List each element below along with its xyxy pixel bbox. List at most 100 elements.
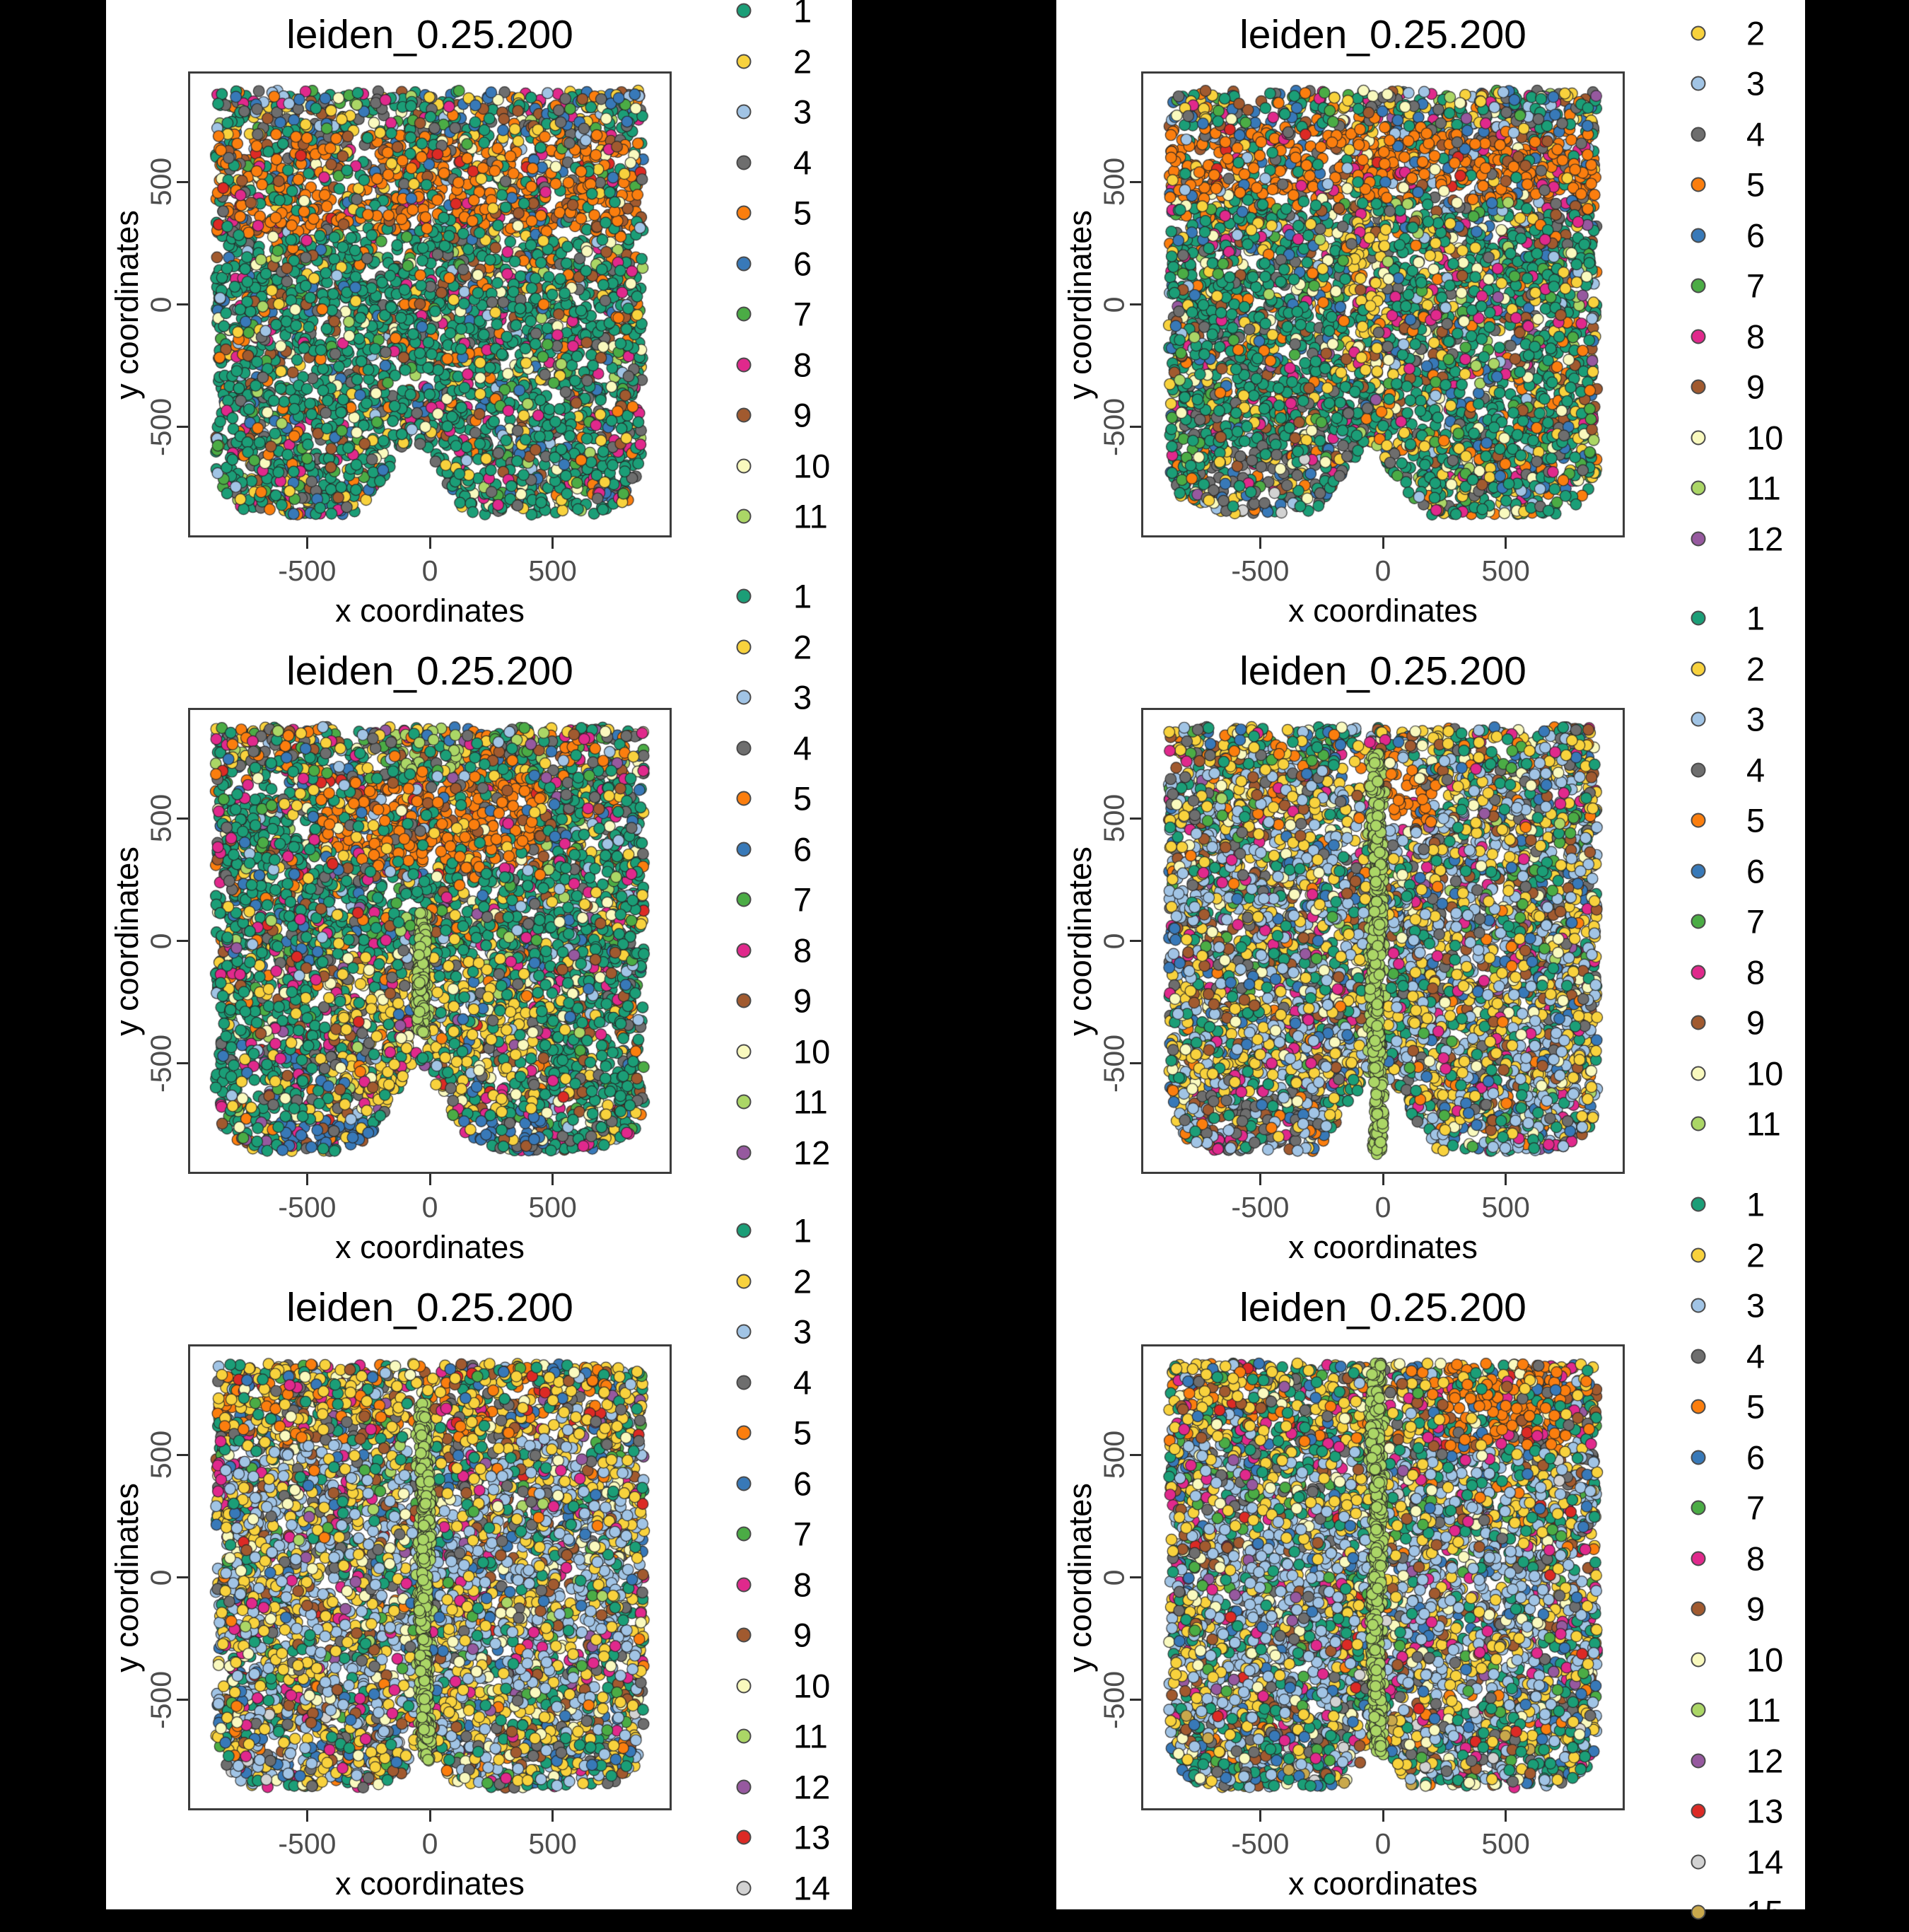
legend-entry-label-cluster-9: 9 xyxy=(1746,1590,1765,1628)
y-axis-tick xyxy=(1130,180,1141,183)
x-axis-title-bottom-right: x coordinates xyxy=(1288,1866,1478,1902)
legend-entry-label-cluster-11: 11 xyxy=(1746,469,1781,507)
legend-entry-label-cluster-10: 10 xyxy=(793,447,831,484)
x-axis-tick-label: 0 xyxy=(421,1191,438,1223)
legend-color-dot-cluster-2 xyxy=(1691,661,1706,676)
x-axis-tick xyxy=(428,1174,431,1185)
scatter-canvas-middle-left xyxy=(190,710,670,1172)
legend-color-dot-cluster-10 xyxy=(736,1044,752,1059)
legend-entry-label-cluster-2: 2 xyxy=(793,628,812,665)
legend-entry-label-cluster-6: 6 xyxy=(1746,852,1765,890)
legend-color-dot-cluster-14 xyxy=(1691,1854,1706,1869)
scatter-canvas-top-right xyxy=(1143,74,1623,535)
legend-entry-label-cluster-5: 5 xyxy=(1746,801,1765,839)
x-axis-tick-label: -500 xyxy=(278,554,337,587)
legend-entry-label-cluster-5: 5 xyxy=(793,1414,812,1452)
legend-color-dot-cluster-14 xyxy=(736,1880,752,1895)
legend-entry-label-cluster-3: 3 xyxy=(793,93,812,131)
plot-panel-middle-left xyxy=(188,708,672,1174)
y-axis-tick xyxy=(1130,303,1141,305)
legend-color-dot-cluster-10 xyxy=(736,1678,752,1693)
legend-color-dot-cluster-11 xyxy=(1691,1116,1706,1131)
legend-color-dot-cluster-8 xyxy=(1691,965,1706,979)
x-axis-tick-label: -500 xyxy=(278,1191,337,1223)
x-axis-tick xyxy=(428,1810,431,1822)
legend-entry-label-cluster-1: 1 xyxy=(793,577,812,615)
legend-color-dot-cluster-10 xyxy=(1691,1652,1706,1667)
legend-color-dot-cluster-8 xyxy=(736,357,752,372)
legend-entry-label-cluster-11: 11 xyxy=(793,497,828,535)
legend-entry-label-cluster-7: 7 xyxy=(793,295,812,333)
y-axis-tick xyxy=(177,1062,188,1065)
legend-color-dot-cluster-4 xyxy=(1691,762,1706,777)
legend-entry-label-cluster-7: 7 xyxy=(793,880,812,919)
x-axis-tick xyxy=(1382,1174,1384,1185)
plot-title-top-right: leiden_0.25.200 xyxy=(1239,12,1526,57)
legend-color-dot-cluster-7 xyxy=(736,1526,752,1542)
legend-entry-label-cluster-10: 10 xyxy=(1746,1054,1784,1092)
legend-entry-label-cluster-4: 4 xyxy=(1746,115,1765,153)
y-axis-tick-label: 500 xyxy=(1097,1430,1131,1479)
y-axis-tick-label: 0 xyxy=(1097,1569,1131,1585)
legend-entry-label-cluster-2: 2 xyxy=(1746,1236,1765,1274)
x-axis-tick xyxy=(305,537,308,549)
plot-title-bottom-left: leiden_0.25.200 xyxy=(286,1285,573,1330)
legend-entry-label-cluster-5: 5 xyxy=(1746,1387,1765,1426)
legend-color-dot-cluster-13 xyxy=(736,1829,752,1845)
x-axis-tick-label: -500 xyxy=(1231,554,1290,587)
y-axis-tick-label: 500 xyxy=(144,793,177,843)
x-axis-tick xyxy=(1259,537,1261,549)
x-axis-tick-label: 500 xyxy=(528,554,577,587)
y-axis-title-bottom-left: y coordinates xyxy=(109,1482,145,1672)
scatter-canvas-bottom-left xyxy=(190,1346,670,1808)
legend-color-dot-cluster-1 xyxy=(736,1223,752,1238)
legend-entry-label-cluster-4: 4 xyxy=(793,729,812,767)
y-axis-tick-label: -500 xyxy=(144,1670,177,1729)
legend-color-dot-cluster-13 xyxy=(1691,1803,1706,1819)
y-axis-tick xyxy=(1130,817,1141,820)
legend-color-dot-cluster-2 xyxy=(1691,1247,1706,1262)
y-axis-title-bottom-right: y coordinates xyxy=(1062,1482,1098,1672)
legend-entry-label-cluster-10: 10 xyxy=(1746,1641,1784,1678)
legend-entry-label-cluster-8: 8 xyxy=(1746,953,1765,991)
x-axis-tick-label: 0 xyxy=(1374,1827,1391,1860)
y-axis-tick-label: -500 xyxy=(1097,1670,1131,1729)
legend-entry-label-cluster-11: 11 xyxy=(793,1717,828,1755)
legend-color-dot-cluster-5 xyxy=(736,791,752,806)
legend-color-dot-cluster-6 xyxy=(736,1476,752,1491)
legend-entry-label-cluster-2: 2 xyxy=(793,42,812,80)
legend-entry-label-cluster-8: 8 xyxy=(1746,1540,1765,1577)
legend-entry-label-cluster-3: 3 xyxy=(1746,64,1765,103)
legend-color-dot-cluster-12 xyxy=(736,1779,752,1794)
y-axis-tick-label: 500 xyxy=(144,157,177,206)
y-axis-tick xyxy=(177,1576,188,1578)
x-axis-tick-label: 500 xyxy=(528,1827,577,1860)
legend-color-dot-cluster-8 xyxy=(736,1577,752,1592)
legend-entry-label-cluster-2: 2 xyxy=(1746,650,1765,687)
legend-entry-label-cluster-12: 12 xyxy=(793,1768,831,1805)
y-axis-tick xyxy=(1130,940,1141,942)
legend-entry-label-cluster-14: 14 xyxy=(1746,1843,1784,1880)
legend-entry-label-cluster-11: 11 xyxy=(1746,1691,1781,1729)
legend-color-dot-cluster-5 xyxy=(1691,177,1706,192)
legend-entry-label-cluster-13: 13 xyxy=(1746,1792,1784,1830)
legend-entry-label-cluster-9: 9 xyxy=(1746,1003,1765,1042)
legend-color-dot-cluster-11 xyxy=(736,1728,752,1744)
y-axis-tick-label: 0 xyxy=(144,933,177,949)
legend-color-dot-cluster-7 xyxy=(1691,914,1706,929)
legend-entry-label-cluster-7: 7 xyxy=(1746,1489,1765,1527)
x-axis-tick-label: -500 xyxy=(1231,1191,1290,1223)
legend-entry-label-cluster-4: 4 xyxy=(1746,1337,1765,1375)
legend-color-dot-cluster-4 xyxy=(1691,1349,1706,1363)
y-axis-tick xyxy=(177,817,188,820)
x-axis-tick xyxy=(551,537,554,549)
x-axis-tick-label: 0 xyxy=(1374,554,1391,587)
y-axis-tick xyxy=(177,1453,188,1456)
legend-entry-label-cluster-11: 11 xyxy=(793,1083,828,1121)
legend-color-dot-cluster-11 xyxy=(1691,480,1706,496)
legend-color-dot-cluster-10 xyxy=(736,458,752,473)
legend-entry-label-cluster-9: 9 xyxy=(793,396,812,434)
legend-entry-label-cluster-8: 8 xyxy=(793,931,812,969)
x-axis-tick-label: 500 xyxy=(528,1191,577,1223)
